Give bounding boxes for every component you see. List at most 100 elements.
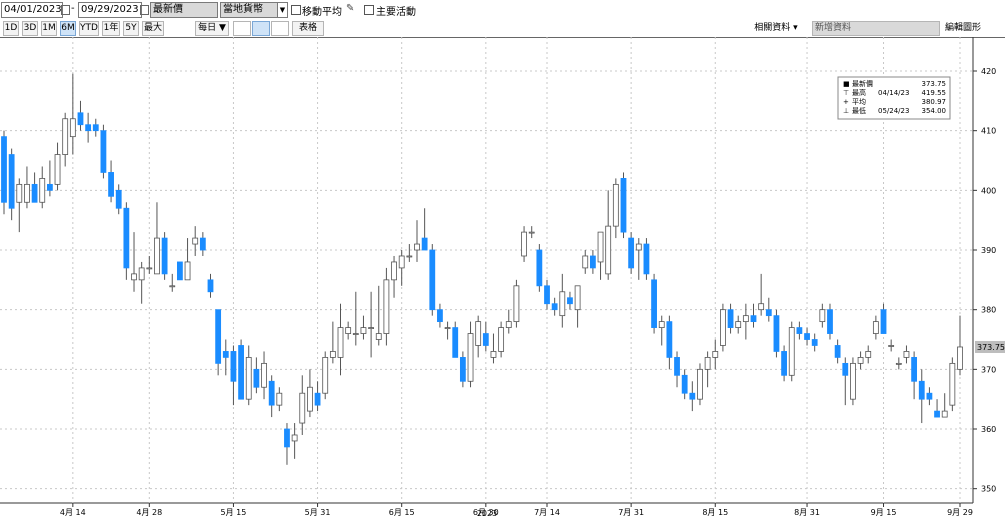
candle-body (941, 410, 948, 418)
candle-body (169, 285, 176, 288)
dash: - (71, 3, 75, 14)
candle-body (131, 273, 137, 281)
checkbox[interactable] (364, 5, 374, 15)
x-tick-label: 8月 31 (794, 508, 820, 517)
add-data-field[interactable]: 新增資料 (812, 21, 940, 36)
candle-body (551, 303, 558, 311)
range-button[interactable]: 1D (3, 21, 19, 36)
candle-body (215, 309, 222, 364)
y-tick-label: 360 (981, 425, 996, 434)
summary-date: 05/24/23 (878, 107, 909, 115)
candle-body (39, 178, 46, 203)
start-date[interactable]: 04/01/2023 (1, 2, 63, 18)
candle-body (184, 261, 191, 281)
candle-body (888, 345, 895, 347)
candle-body (811, 339, 818, 346)
price-field[interactable]: 最新價 (150, 2, 218, 18)
candle-body (589, 255, 596, 269)
x-tick-label: 6月 15 (389, 508, 415, 517)
candle-body (299, 392, 306, 424)
candle-body (559, 291, 566, 317)
candle-body (62, 118, 69, 155)
candle-body (398, 255, 405, 269)
candle-body (926, 392, 933, 400)
candle-body (238, 345, 244, 400)
x-tick-label: 7月 31 (618, 508, 644, 517)
summary-date: 04/14/23 (878, 89, 909, 97)
candle-body (949, 362, 956, 406)
calendar-icon[interactable] (61, 5, 70, 15)
candle-body (1, 136, 7, 203)
candle-body (597, 231, 604, 263)
candle-body (804, 333, 810, 340)
calendar-icon[interactable] (140, 5, 149, 15)
candle-body (452, 327, 459, 358)
x-tick-label: 5月 15 (221, 508, 247, 517)
candle-body (115, 189, 122, 209)
year-label: 2023 (477, 509, 497, 518)
summary-value: 419.55 (922, 89, 947, 97)
candle-body (674, 357, 680, 376)
candle-body (651, 279, 657, 328)
candle-body (31, 183, 38, 203)
x-tick-label: 4月 14 (60, 508, 86, 517)
candle-body (161, 237, 168, 275)
y-tick-label: 380 (981, 306, 996, 315)
candle-body (934, 410, 940, 418)
range-button[interactable]: 5Y (123, 21, 139, 36)
candle-body (268, 380, 275, 406)
frequency[interactable]: 每日 ▼ (195, 21, 229, 36)
candle-body (406, 255, 413, 258)
candle-body (253, 368, 260, 388)
checkbox-label: 移動平均 (302, 7, 342, 18)
candle-body (850, 362, 856, 400)
candle-body (284, 428, 290, 448)
summary-label: 最低 (852, 106, 866, 115)
candle-body (872, 321, 879, 334)
range-button[interactable]: 3D (22, 21, 38, 36)
candle-body (92, 124, 99, 132)
candle-body (77, 112, 84, 126)
related-button[interactable]: 相關資料 ▾ (744, 21, 808, 36)
candle-body (391, 261, 397, 281)
range-button[interactable]: 1年 (102, 21, 120, 36)
candle-body (46, 183, 53, 191)
candle-body (788, 327, 795, 376)
pen-icon[interactable]: ✎ (346, 3, 355, 14)
edit-chart-button[interactable]: 編輯圖形 (944, 21, 981, 36)
candle-body (360, 327, 367, 334)
blank-button[interactable] (233, 21, 251, 36)
candle-body (697, 368, 703, 400)
y-tick-label: 390 (981, 246, 996, 255)
candle-body (199, 237, 206, 251)
range-button[interactable]: 6M (60, 21, 76, 36)
candle-body (765, 309, 772, 317)
candle-body (475, 321, 482, 346)
blank-button[interactable] (271, 21, 289, 36)
dropdown-arrow[interactable]: ▼ (277, 2, 288, 18)
candle-body (689, 392, 696, 400)
summary-label: 最高 (852, 88, 866, 97)
candle-body (827, 309, 833, 334)
icon: ■ (843, 80, 850, 88)
checkbox-label: 主要活動 (376, 7, 416, 18)
candle-body (177, 261, 183, 281)
range-button[interactable]: 1M (41, 21, 57, 36)
candle-body (635, 243, 642, 251)
currency[interactable]: 當地貨幣 (220, 2, 278, 18)
candle-body (329, 351, 336, 358)
candle-body (261, 362, 267, 388)
candle-body (750, 315, 757, 323)
candle-body (704, 357, 711, 370)
candle-body (322, 357, 329, 394)
candle-body (100, 130, 107, 173)
blank-button[interactable] (252, 21, 270, 36)
range-button[interactable]: YTD (79, 21, 99, 36)
candle-body (108, 172, 114, 197)
candle-body (245, 357, 252, 400)
checkbox[interactable] (291, 5, 301, 15)
end-date[interactable]: 09/29/2023 (78, 2, 142, 18)
candle-body (498, 327, 505, 352)
range-button[interactable]: 最大 (142, 21, 164, 36)
table-button[interactable]: 表格 (292, 21, 324, 36)
